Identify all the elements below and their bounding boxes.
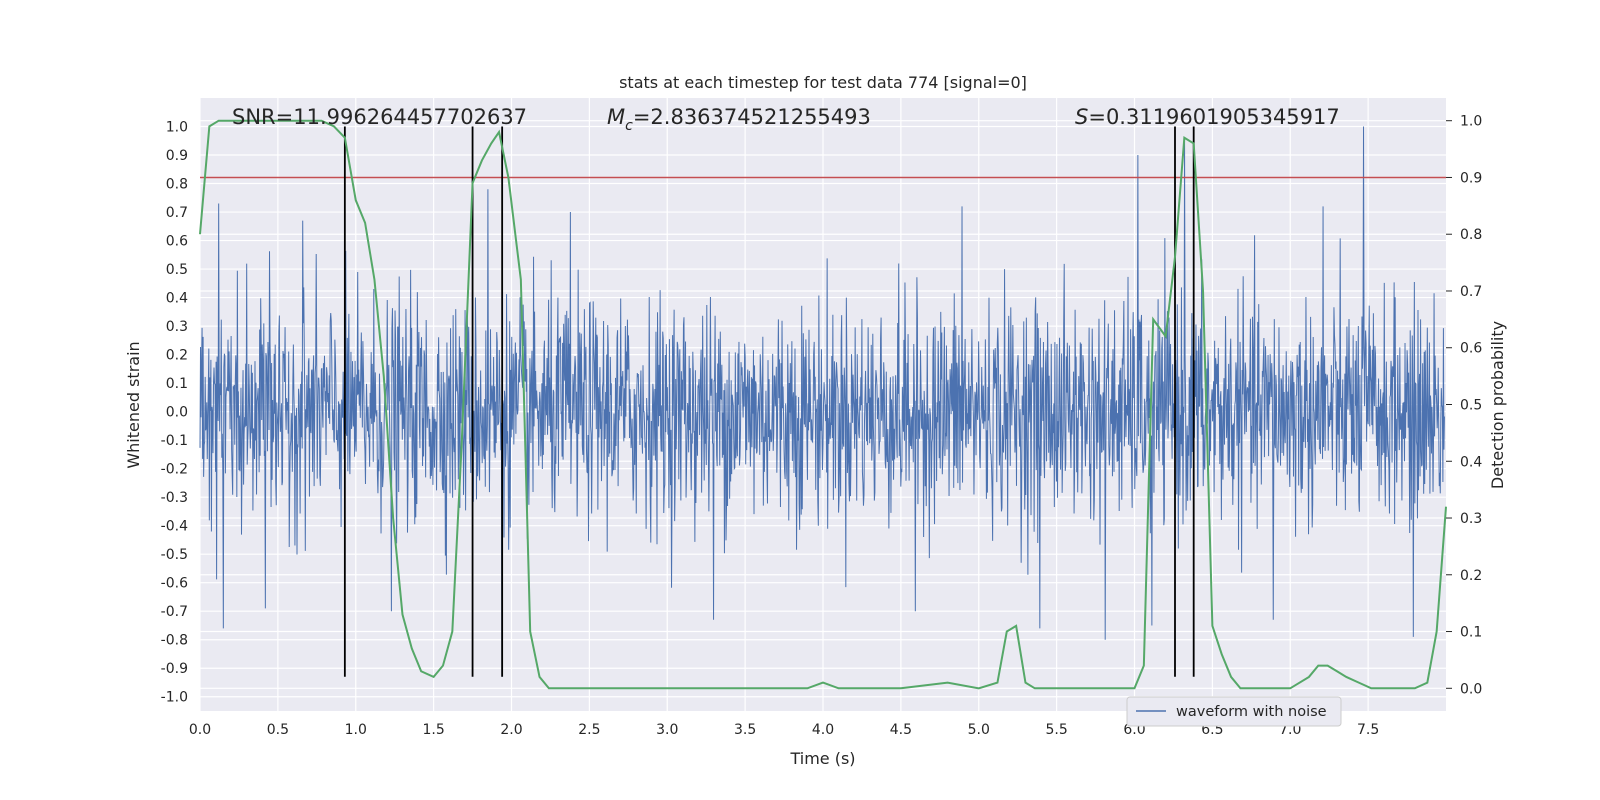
right-tick-label: 0.3	[1460, 511, 1482, 527]
right-tick-label: 0.2	[1460, 568, 1482, 584]
right-axis-label: Detection probability	[1488, 321, 1507, 489]
left-tick-label: -0.2	[161, 462, 188, 478]
left-tick-label: 0.8	[166, 177, 188, 193]
x-tick-label: 1.0	[345, 722, 367, 738]
chart-title: stats at each timestep for test data 774…	[619, 73, 1027, 92]
right-tick-label: 0.8	[1460, 227, 1482, 243]
right-tick-label: 0.6	[1460, 341, 1482, 357]
legend-box	[1126, 696, 1342, 727]
right-tick-label: 0.7	[1460, 284, 1482, 300]
right-tick-label: 0.4	[1460, 454, 1482, 470]
chirp-mass-subscript: c	[625, 118, 633, 134]
left-tick-label: 0.9	[166, 148, 188, 164]
legend: waveform with noise	[1126, 696, 1342, 727]
left-tick-labels: 1.0 0.9 0.8 0.7 0.6 0.5 0.4 0.3 0.2 0.1 0.0 -0.1 -0.…	[161, 120, 188, 706]
left-tick-label: -0.1	[161, 433, 188, 449]
left-tick-label: -0.9	[161, 661, 188, 677]
left-tick-label: -0.4	[161, 519, 188, 535]
x-tick-label: 1.5	[422, 722, 444, 738]
x-tick-label: 3.5	[734, 722, 756, 738]
detection-probability-line	[199, 119, 1447, 690]
x-tick-label: 4.0	[812, 722, 834, 738]
snr-annotation: SNR=11.996264457702637	[232, 105, 527, 129]
left-tick-label: 0.0	[166, 405, 188, 421]
x-tick-label: 4.5	[890, 722, 912, 738]
noise-waveform-series	[199, 126, 1445, 677]
x-tick-label: 7.5	[1357, 722, 1379, 738]
x-axis-label: Time (s)	[789, 749, 855, 768]
left-axis-label: Whitened strain	[124, 341, 143, 468]
noise-waveform-line	[199, 126, 1445, 677]
right-tick-label: 1.0	[1460, 114, 1482, 130]
legend-label: waveform with noise	[1176, 704, 1327, 720]
left-tick-label: 0.4	[166, 291, 188, 307]
left-tick-label: 0.5	[166, 262, 188, 278]
left-tick-label: 0.7	[166, 205, 188, 221]
s-value: =0.3119601905345917	[1088, 105, 1339, 129]
right-tick-label: 0.0	[1460, 681, 1482, 697]
right-tick-label: 0.1	[1460, 625, 1482, 641]
x-tick-label: 0.0	[189, 722, 211, 738]
s-symbol: S	[1075, 105, 1088, 129]
x-tick-label: 2.5	[578, 722, 600, 738]
left-tick-label: 0.6	[166, 234, 188, 250]
left-tick-label: 0.3	[166, 319, 188, 335]
right-tick-label: 0.5	[1460, 398, 1482, 414]
x-tick-label: 5.5	[1045, 722, 1067, 738]
left-tick-label: 1.0	[166, 120, 188, 136]
x-tick-labels: 0.0 0.5 1.0 1.5 2.0 2.5 3.0 3.5 4.0 4.5 5.0 5.5 6.0 6…	[189, 722, 1379, 738]
chirp-mass-value: =2.836374521255493	[633, 105, 871, 129]
left-tick-label: -0.5	[161, 547, 188, 563]
chirp-mass-symbol: M	[607, 105, 625, 129]
x-tick-label: 5.0	[968, 722, 990, 738]
left-tick-label: -0.6	[161, 576, 188, 592]
chirp-mass-annotation: Mc=2.836374521255493	[607, 105, 871, 134]
left-tick-label: -0.3	[161, 490, 188, 506]
x-tick-label: 3.0	[656, 722, 678, 738]
right-tick-labels: 1.0 0.9 0.8 0.7 0.6 0.5 0.4 0.3 0.2 0.1 0.0	[1446, 114, 1482, 697]
left-tick-label: -0.7	[161, 604, 188, 620]
x-tick-label: 0.5	[267, 722, 289, 738]
vertical-markers	[343, 126, 1195, 677]
left-tick-label: -1.0	[161, 690, 188, 706]
left-tick-label: 0.2	[166, 348, 188, 364]
left-tick-label: -0.8	[161, 633, 188, 649]
right-tick-label: 0.9	[1460, 170, 1482, 186]
x-tick-label: 2.0	[500, 722, 522, 738]
s-annotation: S=0.3119601905345917	[1075, 105, 1340, 129]
left-tick-label: 0.1	[166, 376, 188, 392]
